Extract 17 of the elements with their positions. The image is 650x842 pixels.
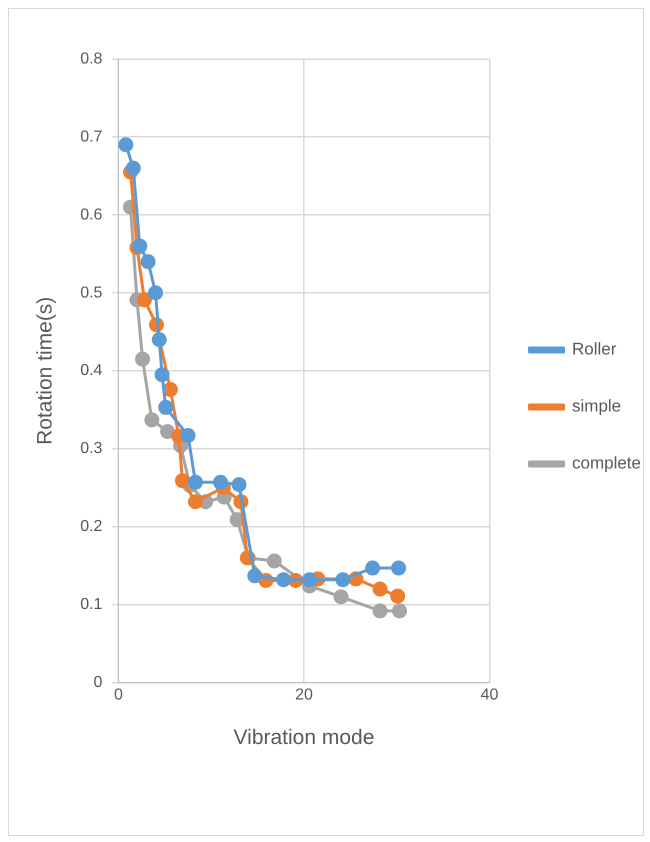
y-tick-label: 0.1 xyxy=(80,596,103,614)
x-tick-label: 0 xyxy=(114,686,123,704)
y-tick-label: 0.5 xyxy=(80,284,103,302)
legend-label: simple xyxy=(572,396,622,416)
y-tick-label: 0.7 xyxy=(80,128,103,146)
y-tick-label: 0.8 xyxy=(80,50,103,68)
legend-label: complete xyxy=(572,454,641,473)
legend-label: Roller xyxy=(572,340,617,359)
y-tick-label: 0.6 xyxy=(80,206,103,224)
y-tick-label: 0.4 xyxy=(80,362,103,380)
y-tick-label: 0.2 xyxy=(80,518,103,536)
x-tick-label: 40 xyxy=(480,686,498,704)
y-axis-title: Rotation time(s) xyxy=(33,296,56,445)
x-tick-label: 20 xyxy=(295,686,313,704)
x-axis-title: Vibration mode xyxy=(234,726,374,750)
y-tick-label: 0 xyxy=(94,674,103,692)
y-tick-label: 0.3 xyxy=(80,440,103,458)
